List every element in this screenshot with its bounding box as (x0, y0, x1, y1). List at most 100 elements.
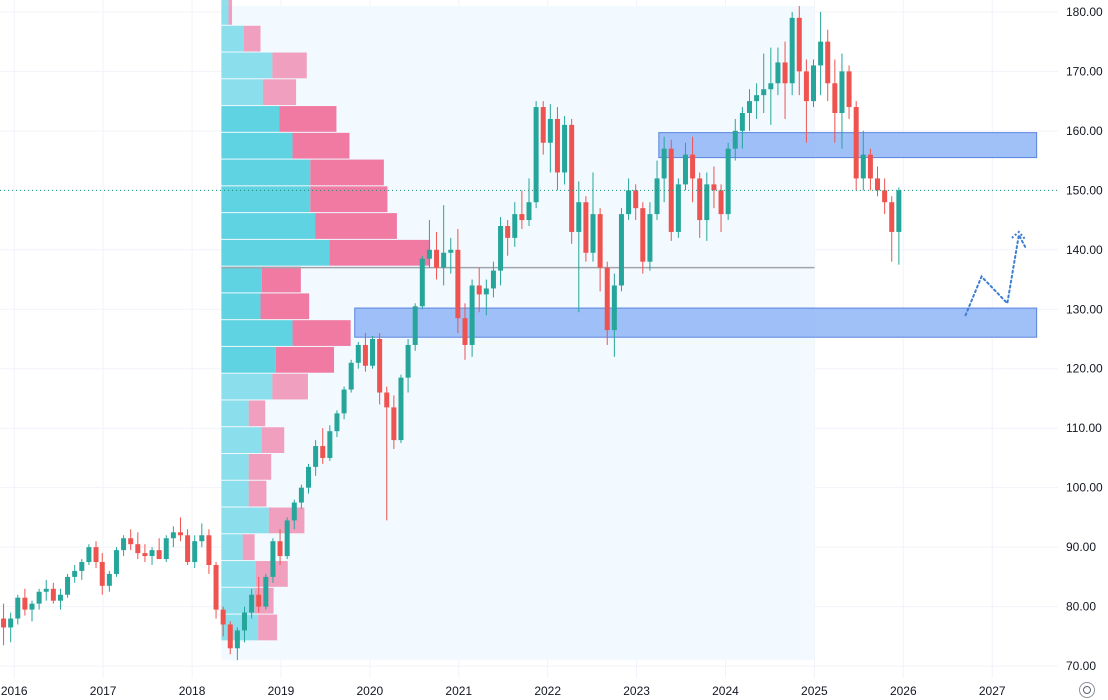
candle-body (106, 573, 112, 586)
time-tick-label: 2020 (357, 684, 384, 698)
candle-body (597, 214, 603, 268)
candle-body (554, 118, 560, 173)
time-tick-label: 2017 (90, 684, 117, 698)
candle-body (22, 597, 28, 610)
candle-body (775, 62, 781, 84)
candle-body (362, 344, 368, 366)
candle-body (15, 597, 21, 619)
price-tick-label: 90.00 (1066, 540, 1096, 554)
price-tick-label: 140.00 (1066, 243, 1103, 257)
gear-icon[interactable] (1079, 682, 1095, 698)
profile-up-bar (221, 293, 261, 320)
projection-path (964, 230, 1027, 317)
profile-up-bar (221, 427, 262, 453)
candle-body (853, 107, 859, 179)
candle-body (483, 288, 489, 295)
candle-body (739, 113, 745, 131)
profile-up-bar (221, 132, 293, 159)
profile-up-bar (221, 239, 330, 266)
profile-down-bar (279, 106, 337, 132)
time-tick-label: 2025 (801, 684, 828, 698)
candle-body (8, 618, 14, 628)
profile-down-bar (243, 25, 261, 52)
candle-body (29, 603, 35, 610)
price-tick-label: 170.00 (1066, 64, 1103, 78)
candle-body (512, 214, 518, 238)
profile-down-bar (248, 480, 267, 507)
candle-body (611, 285, 617, 331)
candle-body (270, 541, 276, 577)
candle-body (640, 208, 646, 262)
candle-body (199, 535, 205, 542)
candle-body (57, 594, 63, 601)
profile-up-bar (221, 534, 243, 561)
profile-up-bar (221, 561, 256, 587)
volume-profile (221, 0, 431, 641)
time-tick-label: 2016 (1, 684, 28, 698)
candle-body (846, 71, 852, 108)
candle-body (284, 520, 290, 557)
candle-body (298, 487, 304, 503)
candle-body (121, 538, 127, 551)
candle-body (889, 202, 895, 232)
price-tick-label: 80.00 (1066, 600, 1096, 614)
price-tick-label: 100.00 (1066, 481, 1103, 495)
candle-body (590, 214, 596, 253)
candle-body (547, 118, 553, 143)
candle-body (569, 124, 575, 232)
candle-body (99, 562, 105, 586)
time-tick-label: 2021 (445, 684, 472, 698)
candle-body (803, 71, 809, 102)
price-candles (1, 5, 902, 661)
candle-body (177, 532, 183, 536)
candle-body (448, 249, 454, 253)
projection-arrowhead (1011, 230, 1026, 240)
candle-body (355, 344, 361, 363)
candle-body (149, 550, 155, 557)
candle-body (277, 541, 283, 557)
candle-body (690, 154, 696, 179)
candle-body (818, 41, 824, 66)
candle-body (825, 41, 831, 84)
candle-body (533, 107, 539, 203)
candle-body (405, 344, 411, 378)
zone-rect[interactable] (658, 132, 1038, 159)
candle-body (462, 318, 468, 345)
price-tick-label: 130.00 (1066, 302, 1103, 316)
candle-body (732, 130, 738, 149)
candle-body (839, 71, 845, 113)
candle-body (291, 502, 297, 521)
price-tick-label: 160.00 (1066, 124, 1103, 138)
candle-body (711, 184, 717, 191)
time-tick-label: 2018 (179, 684, 206, 698)
candle-body (476, 285, 482, 295)
price-tick-label: 110.00 (1066, 421, 1102, 435)
time-tick-label: 2023 (623, 684, 650, 698)
candle-body (377, 339, 383, 393)
candle-body (398, 377, 404, 441)
candle-body (860, 154, 866, 179)
profile-up-bar (221, 400, 249, 427)
candle-body (320, 446, 326, 458)
candle-body (661, 148, 667, 179)
candle-body (668, 148, 674, 232)
time-tick-label: 2022 (534, 684, 561, 698)
candle-body (234, 630, 240, 649)
price-tick-label: 70.00 (1066, 659, 1096, 673)
time-axis[interactable]: 2016 2017 2018 2019 2020 2021 2022 2023 2024 2025… (1, 684, 1006, 698)
price-axis[interactable]: 180.00 170.00 160.00 150.00 140.00 130.00 120.… (1066, 5, 1103, 673)
candle-body (832, 83, 838, 113)
candle-body (419, 258, 425, 307)
candle-body (313, 446, 319, 467)
support-resistance-zones[interactable] (354, 132, 1038, 338)
profile-down-bar (258, 614, 278, 641)
zone-rect[interactable] (354, 307, 1038, 338)
time-tick-label: 2019 (268, 684, 295, 698)
profile-up-bar (221, 480, 249, 507)
profile-up-bar (221, 507, 269, 534)
candle-body (896, 190, 902, 232)
candle-body (263, 576, 269, 607)
candle-body (761, 89, 767, 96)
